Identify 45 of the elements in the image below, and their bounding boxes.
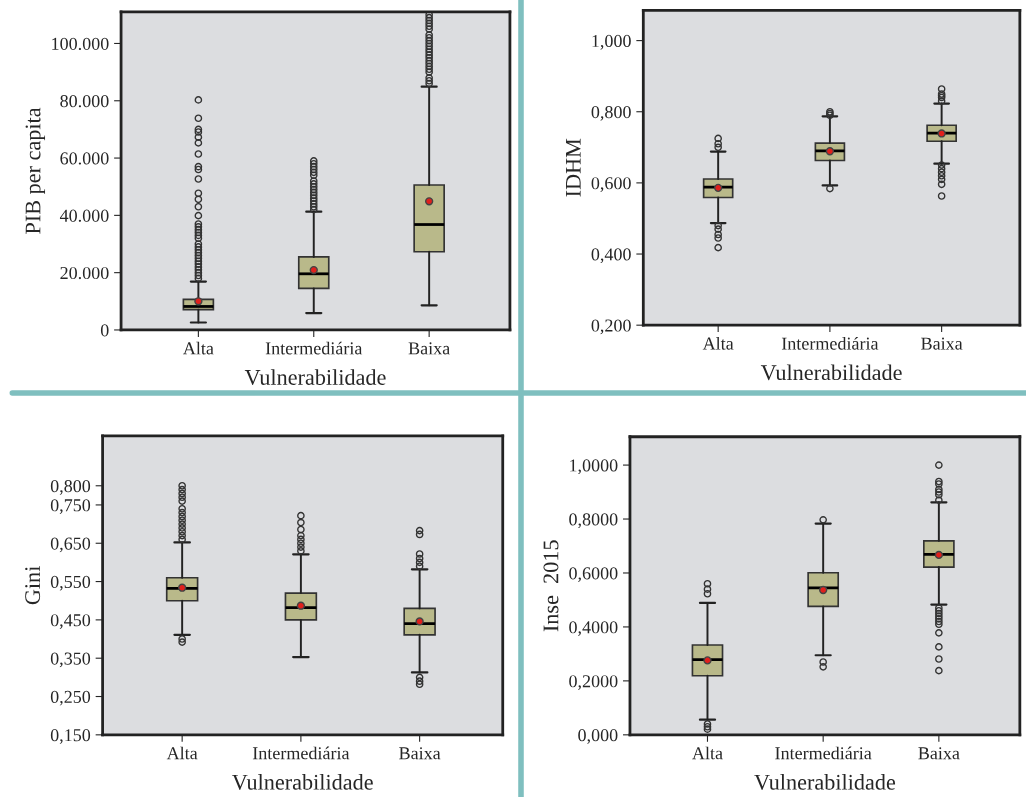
y-tick-label: 100.000 (52, 37, 109, 50)
y-tick-label: 1,000 (592, 34, 631, 50)
y-tick-label: 0,600 (591, 177, 631, 192)
x-tick-label: Baixa (399, 747, 441, 760)
x-tick-label: Alta (166, 746, 198, 760)
y-tick-label: 0,550 (50, 575, 91, 591)
y-tick-label: 0,8000 (569, 513, 618, 529)
y-tick-label: 40.000 (59, 209, 109, 222)
x-tick-label: Intermediária (265, 341, 363, 355)
y-tick-label: 0,200 (591, 319, 631, 335)
y-tick-label: 80.000 (60, 95, 109, 108)
y-tick-label: 0,800 (591, 106, 631, 121)
x-tick-label: Baixa (921, 337, 963, 350)
y-tick-label: 0,450 (50, 614, 91, 629)
x-tick-label: Alta (702, 336, 734, 350)
y-tick-label: 0,750 (50, 499, 91, 514)
x-axis-title: Vulnerabilidade (754, 774, 896, 790)
y-axis-title: Gini (25, 566, 41, 605)
x-axis-title: Vulnerabilidade (232, 774, 373, 790)
x-tick-label: Intermediária (252, 746, 350, 760)
y-axis-title: Inse 2015 (543, 540, 559, 632)
x-tick-label: Baixa (918, 747, 960, 760)
x-axis-title: Vulnerabilidade (244, 369, 386, 386)
x-tick-label: Intermediária (775, 746, 872, 760)
y-tick-label: 0,250 (50, 690, 91, 706)
y-tick-label: 0,350 (50, 652, 91, 668)
y-tick-label: 0,000 (578, 729, 618, 744)
x-tick-label: Baixa (408, 342, 450, 355)
y-tick-label: 0,650 (50, 537, 91, 553)
y-tick-label: 0,4000 (569, 621, 618, 636)
x-tick-label: Intermediária (781, 336, 879, 350)
y-tick-label: 1,0000 (570, 459, 618, 475)
y-axis-title: IDHM (566, 138, 581, 197)
x-tick-label: Alta (183, 341, 214, 355)
y-tick-label: 0,2000 (569, 675, 618, 690)
y-tick-label: 0 (100, 324, 109, 337)
x-axis-title: Vulnerabilidade (760, 364, 902, 381)
y-axis-title: PIB per capita (25, 107, 46, 234)
y-tick-label: 0,800 (50, 480, 91, 495)
x-tick-label: Alta (692, 746, 723, 760)
y-tick-label: 0,400 (591, 248, 631, 264)
y-tick-label: 0,6000 (569, 567, 618, 583)
y-tick-label: 0,150 (50, 729, 91, 744)
y-tick-label: 60.000 (60, 152, 109, 165)
y-tick-label: 20.000 (60, 266, 109, 280)
